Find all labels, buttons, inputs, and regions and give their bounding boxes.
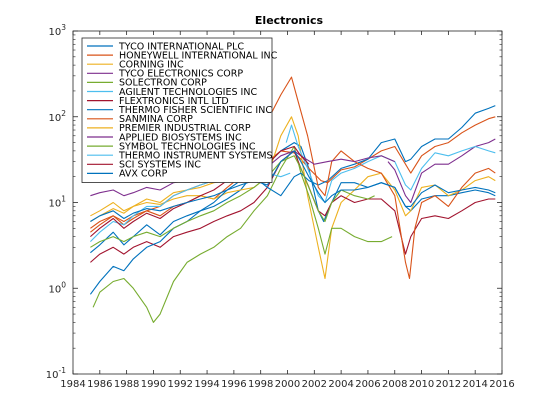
x-tick-label: 1992 bbox=[168, 379, 193, 390]
legend-label: FLEXTRONICS INTL LTD bbox=[119, 96, 229, 107]
x-tick-label: 2000 bbox=[275, 379, 300, 390]
y-tick-label: 103 bbox=[48, 23, 66, 38]
legend-label: THERMO FISHER SCIENTIFIC INC bbox=[118, 105, 272, 116]
legend-label: AGILENT TECHNOLOGIES INC bbox=[119, 87, 257, 98]
series-line-5 bbox=[92, 145, 393, 323]
legend-label: SOLECTRON CORP bbox=[119, 78, 207, 89]
x-tick-label: 2008 bbox=[382, 379, 407, 390]
series-line-4 bbox=[387, 138, 496, 204]
x-tick-label: 2016 bbox=[489, 379, 514, 390]
legend-label: AVX CORP bbox=[119, 169, 168, 180]
y-tick-label: 101 bbox=[48, 195, 66, 210]
x-tick-label: 2014 bbox=[462, 379, 487, 390]
legend-label: SANMINA CORP bbox=[119, 114, 193, 125]
x-tick-label: 2012 bbox=[436, 379, 461, 390]
x-tick-label: 1986 bbox=[87, 379, 112, 390]
y-tick-label: 102 bbox=[48, 109, 66, 124]
chart-title: Electronics bbox=[255, 14, 324, 27]
x-tick-label: 1994 bbox=[194, 379, 219, 390]
series-line-8 bbox=[89, 105, 496, 295]
series-line-2 bbox=[90, 116, 496, 233]
legend-label: HONEYWELL INTERNATIONAL INC bbox=[119, 50, 278, 61]
legend-label: APPLIED BIOSYSTEMS INC bbox=[119, 132, 242, 143]
y-tick-label: 10-1 bbox=[46, 366, 66, 381]
x-tick-label: 2002 bbox=[302, 379, 327, 390]
x-tick-label: 1990 bbox=[141, 379, 166, 390]
x-tick-label: 2006 bbox=[355, 379, 380, 390]
legend-label: TYCO ELECTRONICS CORP bbox=[118, 69, 243, 80]
series-line-12 bbox=[90, 155, 375, 248]
legend-label: CORNING INC bbox=[119, 60, 184, 71]
x-tick-label: 1996 bbox=[221, 379, 246, 390]
x-tick-label: 2004 bbox=[328, 379, 353, 390]
x-tick-label: 1998 bbox=[248, 379, 273, 390]
x-tick-label: 1984 bbox=[60, 379, 85, 390]
legend-label: SCI SYSTEMS INC bbox=[119, 160, 201, 171]
legend-box bbox=[81, 37, 273, 183]
legend-label: SYMBOL TECHNOLOGIES INC bbox=[119, 141, 256, 152]
series-line-15 bbox=[90, 150, 496, 222]
y-tick-label: 100 bbox=[48, 280, 66, 295]
x-tick-label: 1988 bbox=[114, 379, 139, 390]
series-line-14 bbox=[90, 145, 310, 238]
legend-label: TYCO INTERNATIONAL PLC bbox=[118, 41, 244, 52]
legend-label: THERMO INSTRUMENT SYSTEMS bbox=[118, 151, 273, 162]
series-line-1 bbox=[90, 142, 496, 254]
legend-label: PREMIER INDUSTRIAL CORP bbox=[119, 123, 251, 134]
x-tick-label: 2010 bbox=[409, 379, 434, 390]
